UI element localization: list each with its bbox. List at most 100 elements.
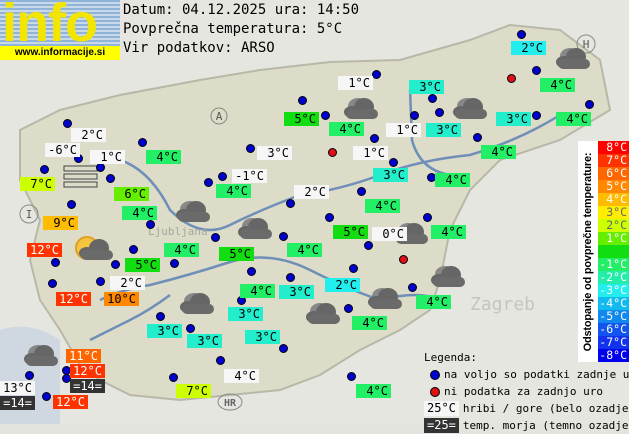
station-dot[interactable]	[389, 158, 398, 167]
station-dot[interactable]	[63, 119, 72, 128]
station-dot[interactable]	[585, 100, 594, 109]
logo-url[interactable]: www.informacije.si	[0, 46, 120, 60]
station-dot[interactable]	[344, 304, 353, 313]
station-dot[interactable]	[40, 165, 49, 174]
station-temperature-label[interactable]: 3°C	[409, 80, 444, 94]
station-dot[interactable]	[286, 273, 295, 282]
station-dot[interactable]	[435, 108, 444, 117]
station-dot[interactable]	[42, 392, 51, 401]
station-dot[interactable]	[169, 373, 178, 382]
station-temperature-label[interactable]: 3°C	[147, 324, 182, 338]
station-temperature-label[interactable]: 4°C	[216, 184, 251, 198]
station-temperature-label[interactable]: 3°C	[373, 168, 408, 182]
station-temperature-label[interactable]: 4°C	[431, 225, 466, 239]
station-temperature-label[interactable]: 4°C	[146, 150, 181, 164]
station-temperature-label[interactable]: 2°C	[110, 276, 145, 290]
sea-temperature-label[interactable]: =14=	[0, 396, 35, 410]
station-temperature-label[interactable]: 4°C	[540, 78, 575, 92]
station-temperature-label[interactable]: 1°C	[90, 150, 125, 164]
station-dot[interactable]	[138, 138, 147, 147]
station-dot[interactable]	[298, 96, 307, 105]
station-dot[interactable]	[96, 163, 105, 172]
station-dot[interactable]	[410, 111, 419, 120]
station-temperature-label[interactable]: 5°C	[333, 225, 368, 239]
station-temperature-label[interactable]: 4°C	[224, 369, 259, 383]
station-temperature-label[interactable]: 12°C	[70, 364, 105, 378]
station-dot[interactable]	[279, 232, 288, 241]
station-temperature-label[interactable]: 4°C	[556, 112, 591, 126]
station-temperature-label[interactable]: 2°C	[325, 278, 360, 292]
station-dot[interactable]	[321, 111, 330, 120]
station-dot-missing[interactable]	[328, 148, 337, 157]
station-temperature-label[interactable]: 12°C	[53, 395, 88, 409]
station-dot[interactable]	[48, 279, 57, 288]
station-temperature-label[interactable]: 2°C	[294, 185, 329, 199]
station-dot[interactable]	[67, 200, 76, 209]
station-dot[interactable]	[156, 312, 165, 321]
station-temperature-label[interactable]: 4°C	[164, 243, 199, 257]
station-dot[interactable]	[62, 374, 71, 383]
station-dot[interactable]	[408, 283, 417, 292]
station-temperature-label[interactable]: 5°C	[125, 258, 160, 272]
station-dot[interactable]	[370, 134, 379, 143]
station-temperature-label[interactable]: 3°C	[187, 334, 222, 348]
station-dot[interactable]	[473, 133, 482, 142]
station-temperature-label[interactable]: 4°C	[356, 384, 391, 398]
station-temperature-label[interactable]: 3°C	[245, 330, 280, 344]
station-temperature-label[interactable]: 5°C	[219, 247, 254, 261]
station-temperature-label[interactable]: 13°C	[0, 381, 35, 395]
station-dot[interactable]	[204, 178, 213, 187]
station-dot[interactable]	[211, 233, 220, 242]
station-temperature-label[interactable]: 7°C	[176, 384, 211, 398]
station-temperature-label[interactable]: 9°C	[43, 216, 78, 230]
station-dot[interactable]	[186, 324, 195, 333]
station-temperature-label[interactable]: 3°C	[279, 285, 314, 299]
station-dot[interactable]	[96, 277, 105, 286]
station-temperature-label[interactable]: 11°C	[66, 349, 101, 363]
station-temperature-label[interactable]: 4°C	[352, 316, 387, 330]
station-temperature-label[interactable]: 3°C	[426, 123, 461, 137]
logo[interactable]: info www.informacije.si	[0, 0, 120, 60]
station-dot[interactable]	[428, 94, 437, 103]
station-dot[interactable]	[532, 111, 541, 120]
station-temperature-label[interactable]: 1°C	[338, 76, 373, 90]
station-temperature-label[interactable]: 1°C	[353, 146, 388, 160]
station-dot[interactable]	[517, 30, 526, 39]
station-dot[interactable]	[218, 172, 227, 181]
station-temperature-label[interactable]: -6°C	[45, 143, 80, 157]
station-dot[interactable]	[364, 241, 373, 250]
station-dot[interactable]	[347, 372, 356, 381]
station-temperature-label[interactable]: 6°C	[114, 187, 149, 201]
station-temperature-label[interactable]: 3°C	[228, 307, 263, 321]
station-temperature-label[interactable]: 10°C	[104, 292, 139, 306]
station-temperature-label[interactable]: 4°C	[240, 284, 275, 298]
station-dot[interactable]	[532, 66, 541, 75]
station-dot[interactable]	[349, 264, 358, 273]
station-dot[interactable]	[423, 213, 432, 222]
station-dot[interactable]	[279, 344, 288, 353]
station-dot[interactable]	[357, 187, 366, 196]
station-temperature-label[interactable]: 4°C	[365, 199, 400, 213]
station-temperature-label[interactable]: 4°C	[435, 173, 470, 187]
station-temperature-label[interactable]: 12°C	[56, 292, 91, 306]
station-temperature-label[interactable]: 1°C	[386, 123, 421, 137]
station-temperature-label[interactable]: 4°C	[122, 206, 157, 220]
station-temperature-label[interactable]: 5°C	[284, 112, 319, 126]
station-temperature-label[interactable]: 2°C	[511, 41, 546, 55]
station-temperature-label[interactable]: 4°C	[481, 145, 516, 159]
station-temperature-label[interactable]: 4°C	[329, 122, 364, 136]
station-temperature-label[interactable]: 7°C	[20, 177, 55, 191]
station-dot[interactable]	[170, 259, 179, 268]
station-temperature-label[interactable]: 0°C	[372, 227, 407, 241]
station-dot[interactable]	[106, 174, 115, 183]
station-temperature-label[interactable]: 4°C	[416, 295, 451, 309]
station-dot-missing[interactable]	[507, 74, 516, 83]
sea-temperature-label[interactable]: =14=	[70, 379, 105, 393]
station-dot[interactable]	[51, 258, 60, 267]
station-dot[interactable]	[129, 245, 138, 254]
station-dot[interactable]	[246, 144, 255, 153]
station-temperature-label[interactable]: 12°C	[27, 243, 62, 257]
station-dot[interactable]	[216, 356, 225, 365]
station-temperature-label[interactable]: 2°C	[71, 128, 106, 142]
station-dot[interactable]	[111, 260, 120, 269]
